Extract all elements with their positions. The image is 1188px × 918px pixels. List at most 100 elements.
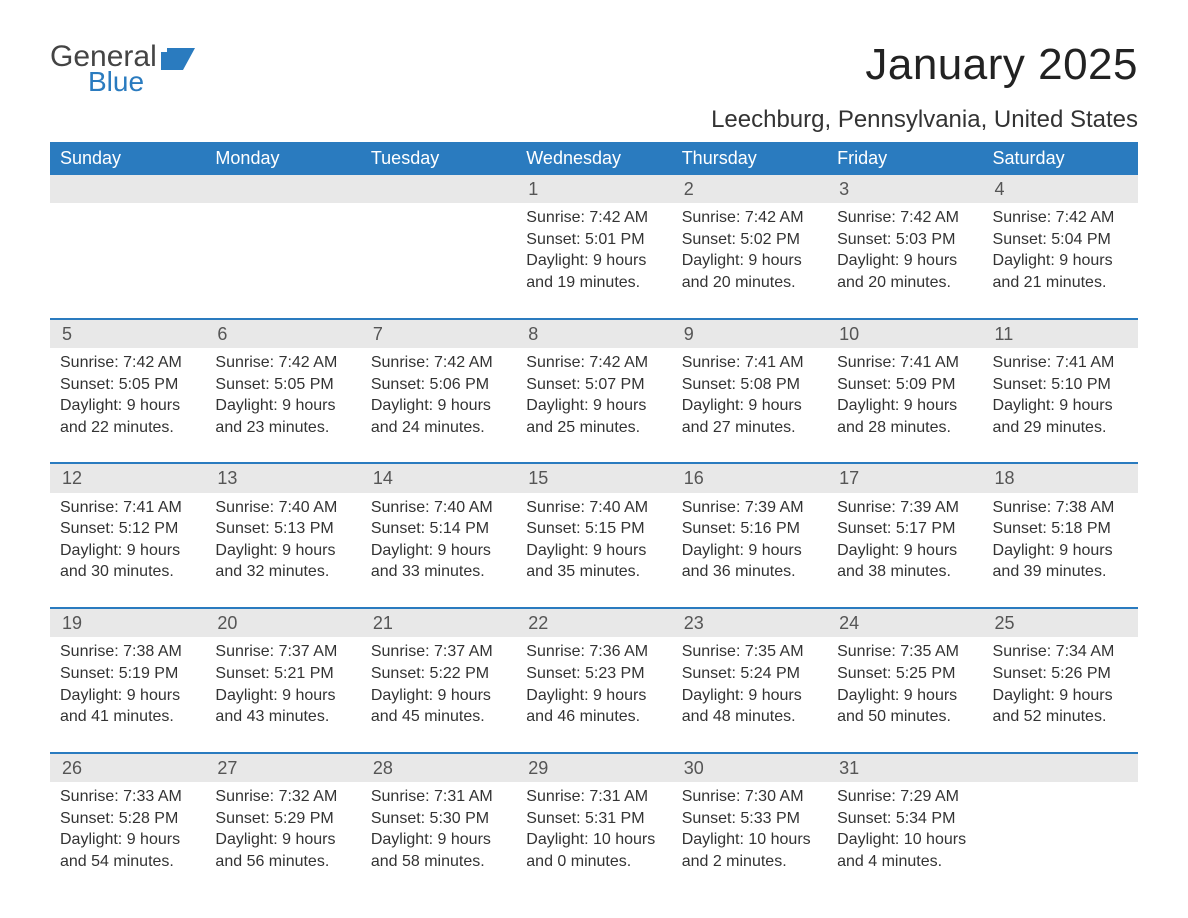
day-number: 15 [516,464,671,492]
daylight-text: Daylight: 10 hours and 2 minutes. [682,829,817,872]
weekday-header: Tuesday [361,142,516,175]
sunrise-text: Sunrise: 7:40 AM [526,497,661,519]
day-number [983,754,1138,782]
sunset-text: Sunset: 5:34 PM [837,808,972,830]
sunrise-text: Sunrise: 7:36 AM [526,641,661,663]
calendar-cell: 26 Sunrise: 7:33 AMSunset: 5:28 PMDayligh… [50,753,205,897]
day-number: 6 [205,320,360,348]
sunset-text: Sunset: 5:29 PM [215,808,350,830]
daylight-text: Daylight: 9 hours and 38 minutes. [837,540,972,583]
sunset-text: Sunset: 5:01 PM [526,229,661,251]
day-number: 8 [516,320,671,348]
sunset-text: Sunset: 5:14 PM [371,518,506,540]
header: General Blue January 2025 Leechburg, Pen… [50,40,1138,134]
day-number: 24 [827,609,982,637]
calendar-cell: 18Sunrise: 7:38 AMSunset: 5:18 PMDayligh… [983,463,1138,608]
title-block: January 2025 Leechburg, Pennsylvania, Un… [711,40,1138,134]
logo: General Blue [50,40,195,98]
day-number: 22 [516,609,671,637]
calendar-cell: 24 Sunrise: 7:35 AMSunset: 5:25 PMDayligh… [827,608,982,753]
daylight-text: Daylight: 9 hours and 54 minutes. [60,829,195,872]
sunrise-text: Sunrise: 7:42 AM [526,352,661,374]
sunrise-text: Sunrise: 7:41 AM [837,352,972,374]
sunrise-text: Sunrise: 7:37 AM [371,641,506,663]
sunrise-text: Sunrise: 7:35 AM [837,641,972,663]
sunrise-text: Sunrise: 7:39 AM [837,497,972,519]
sunset-text: Sunset: 5:28 PM [60,808,195,830]
day-number: 1 [516,175,671,203]
day-number: 19 [50,609,205,637]
daylight-text: Daylight: 9 hours and 45 minutes. [371,685,506,728]
daylight-text: Daylight: 9 hours and 20 minutes. [837,250,972,293]
sunset-text: Sunset: 5:02 PM [682,229,817,251]
sunset-text: Sunset: 5:17 PM [837,518,972,540]
sunset-text: Sunset: 5:15 PM [526,518,661,540]
daylight-text: Daylight: 9 hours and 43 minutes. [215,685,350,728]
daylight-text: Daylight: 9 hours and 25 minutes. [526,395,661,438]
day-number: 12 [50,464,205,492]
sunrise-text: Sunrise: 7:42 AM [682,207,817,229]
sunrise-text: Sunrise: 7:37 AM [215,641,350,663]
day-number: 17 [827,464,982,492]
daylight-text: Daylight: 9 hours and 22 minutes. [60,395,195,438]
sunset-text: Sunset: 5:12 PM [60,518,195,540]
logo-text-blue: Blue [88,66,195,98]
daylight-text: Daylight: 10 hours and 4 minutes. [837,829,972,872]
calendar-cell: 14Sunrise: 7:40 AMSunset: 5:14 PMDayligh… [361,463,516,608]
daylight-text: Daylight: 9 hours and 48 minutes. [682,685,817,728]
calendar-cell: 2Sunrise: 7:42 AMSunset: 5:02 PMDaylight… [672,175,827,319]
sunrise-text: Sunrise: 7:42 AM [526,207,661,229]
daylight-text: Daylight: 9 hours and 24 minutes. [371,395,506,438]
sunrise-text: Sunrise: 7:42 AM [371,352,506,374]
daylight-text: Daylight: 9 hours and 27 minutes. [682,395,817,438]
day-number: 7 [361,320,516,348]
calendar-row: 1Sunrise: 7:42 AMSunset: 5:01 PMDaylight… [50,175,1138,319]
daylight-text: Daylight: 9 hours and 50 minutes. [837,685,972,728]
day-number: 14 [361,464,516,492]
sunrise-text: Sunrise: 7:33 AM [60,786,195,808]
day-number: 10 [827,320,982,348]
calendar-cell: 11Sunrise: 7:41 AMSunset: 5:10 PMDayligh… [983,319,1138,464]
day-number: 26 [50,754,205,782]
daylight-text: Daylight: 9 hours and 39 minutes. [993,540,1128,583]
daylight-text: Daylight: 9 hours and 20 minutes. [682,250,817,293]
daylight-text: Daylight: 9 hours and 33 minutes. [371,540,506,583]
calendar-cell: 20Sunrise: 7:37 AMSunset: 5:21 PMDayligh… [205,608,360,753]
calendar-cell: 28Sunrise: 7:31 AMSunset: 5:30 PMDayligh… [361,753,516,897]
calendar-cell: 5Sunrise: 7:42 AMSunset: 5:05 PMDaylight… [50,319,205,464]
sunset-text: Sunset: 5:18 PM [993,518,1128,540]
sunset-text: Sunset: 5:23 PM [526,663,661,685]
day-number: 27 [205,754,360,782]
day-number: 9 [672,320,827,348]
weekday-header: Monday [205,142,360,175]
sunrise-text: Sunrise: 7:30 AM [682,786,817,808]
location-text: Leechburg, Pennsylvania, United States [711,106,1138,134]
sunset-text: Sunset: 5:25 PM [837,663,972,685]
calendar-cell: 31Sunrise: 7:29 AMSunset: 5:34 PMDayligh… [827,753,982,897]
day-number: 5 [50,320,205,348]
day-number: 18 [983,464,1138,492]
sunrise-text: Sunrise: 7:34 AM [993,641,1128,663]
calendar-cell: 7 Sunrise: 7:42 AMSunset: 5:06 PMDaylight… [361,319,516,464]
daylight-text: Daylight: 9 hours and 36 minutes. [682,540,817,583]
calendar-cell: 10Sunrise: 7:41 AMSunset: 5:09 PMDayligh… [827,319,982,464]
calendar-cell: 8 Sunrise: 7:42 AMSunset: 5:07 PMDaylight… [516,319,671,464]
calendar-cell: 21Sunrise: 7:37 AMSunset: 5:22 PMDayligh… [361,608,516,753]
sunset-text: Sunset: 5:13 PM [215,518,350,540]
calendar-cell [205,175,360,319]
sunset-text: Sunset: 5:22 PM [371,663,506,685]
calendar-row: 19Sunrise: 7:38 AMSunset: 5:19 PMDayligh… [50,608,1138,753]
sunset-text: Sunset: 5:07 PM [526,374,661,396]
sunrise-text: Sunrise: 7:42 AM [60,352,195,374]
calendar-cell: 17 Sunrise: 7:39 AMSunset: 5:17 PMDayligh… [827,463,982,608]
day-number: 29 [516,754,671,782]
sunset-text: Sunset: 5:06 PM [371,374,506,396]
sunrise-text: Sunrise: 7:29 AM [837,786,972,808]
weekday-header-row: Sunday Monday Tuesday Wednesday Thursday… [50,142,1138,175]
calendar-cell: 6Sunrise: 7:42 AMSunset: 5:05 PMDaylight… [205,319,360,464]
day-number [361,175,516,203]
calendar-cell: 23Sunrise: 7:35 AMSunset: 5:24 PMDayligh… [672,608,827,753]
weekday-header: Saturday [983,142,1138,175]
calendar-cell: 9Sunrise: 7:41 AMSunset: 5:08 PMDaylight… [672,319,827,464]
daylight-text: Daylight: 9 hours and 19 minutes. [526,250,661,293]
